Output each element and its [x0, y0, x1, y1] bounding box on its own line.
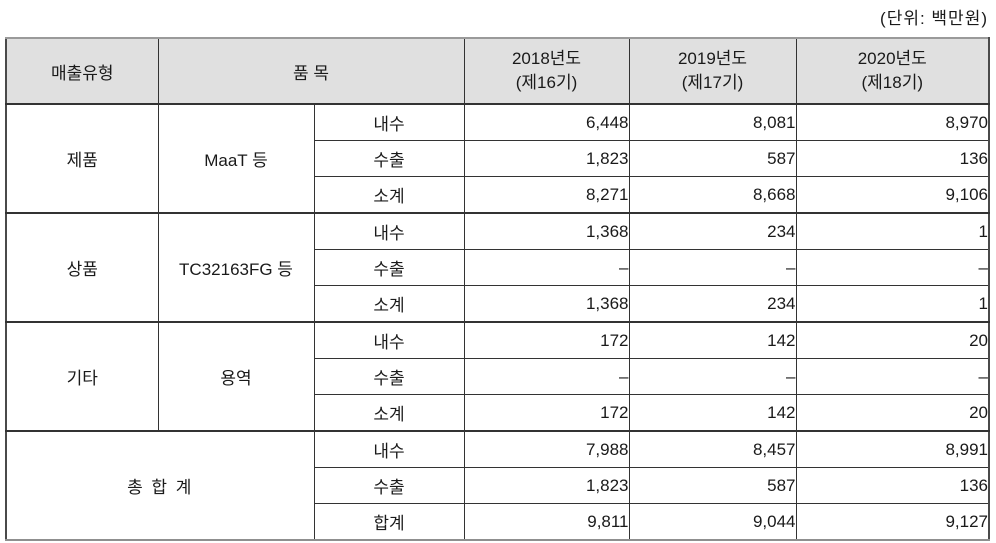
year-label: 2019년도	[677, 49, 748, 69]
table-row: 수출 1,823 587 136	[6, 140, 990, 177]
period-label: (제16기)	[515, 72, 578, 92]
value-2020: 9,127	[795, 503, 990, 541]
value-2019: 8,081	[628, 103, 797, 141]
value-2019: 142	[628, 321, 797, 359]
value-2020: –	[795, 358, 990, 395]
sales-table: 매출유형 품 목 2018년도 (제16기) 2019년도 (제17기)	[5, 37, 991, 541]
value-2019: 234	[628, 285, 797, 323]
value-2020: 9,106	[795, 176, 990, 214]
table-row: 합계 9,811 9,044 9,127	[6, 503, 990, 541]
value-2020: 136	[795, 467, 990, 504]
header-year-2020: 2020년도 (제18기)	[795, 37, 990, 105]
table-row: 총 합 계 내수 7,988 8,457 8,991	[5, 430, 990, 541]
unit-label: (단위: 백만원)	[880, 9, 988, 28]
header-year-2018: 2018년도 (제16기)	[463, 37, 630, 105]
year-head-2018: 2018년도 (제16기)	[465, 49, 628, 93]
table-row: 소계 1,368 234 1	[6, 285, 990, 323]
item-name-other: 용역	[157, 321, 315, 432]
table-header: 매출유형 품 목 2018년도 (제16기) 2019년도 (제17기)	[5, 37, 990, 105]
year-head-2020: 2020년도 (제18기)	[797, 49, 988, 93]
value-2020: 1	[795, 212, 990, 250]
period-label: (제18기)	[861, 72, 924, 92]
value-2020: 8,970	[795, 103, 990, 141]
row-label: 수출	[313, 140, 465, 177]
row-label: 수출	[313, 467, 465, 504]
value-2018: 6,448	[463, 103, 630, 141]
header-year-2019: 2019년도 (제17기)	[628, 37, 797, 105]
table-row: 수출 1,823 587 136	[6, 467, 990, 504]
row-label: 합계	[313, 503, 465, 541]
value-2020: 20	[795, 321, 990, 359]
value-2018: 8,271	[463, 176, 630, 214]
value-2019: 8,457	[628, 430, 797, 468]
row-label: 소계	[313, 176, 465, 214]
value-2018: –	[463, 358, 630, 395]
header-sales-type: 매출유형	[5, 37, 159, 105]
table-row: 상품 TC32163FG 등 내수 1,368 234 1	[5, 212, 990, 323]
table-row: 기타 용역 내수 172 142 20	[5, 321, 990, 432]
value-2020: 8,991	[795, 430, 990, 468]
row-label: 내수	[313, 103, 465, 141]
table-row: 수출 – – –	[6, 249, 990, 286]
value-2019: 587	[628, 467, 797, 504]
row-label: 수출	[313, 358, 465, 395]
row-label: 소계	[313, 394, 465, 432]
table-row: 제품 MaaT 등 내수 6,448 8,081 8,970	[5, 103, 990, 214]
value-2019: 142	[628, 394, 797, 432]
row-label: 수출	[313, 249, 465, 286]
value-2018: 1,823	[463, 467, 630, 504]
row-label: 소계	[313, 285, 465, 323]
value-2019: 8,668	[628, 176, 797, 214]
year-label: 2018년도	[511, 49, 582, 69]
value-2020: 1	[795, 285, 990, 323]
value-2018: 1,823	[463, 140, 630, 177]
sales-type-other: 기타	[5, 321, 159, 432]
year-head-2019: 2019년도 (제17기)	[630, 49, 795, 93]
sales-type-goods: 상품	[5, 212, 159, 323]
grand-total-label: 총 합 계	[5, 430, 315, 541]
table-row: 소계 172 142 20	[6, 394, 990, 432]
value-2018: 1,368	[463, 212, 630, 250]
value-2019: 587	[628, 140, 797, 177]
value-2020: 20	[795, 394, 990, 432]
row-label: 내수	[313, 430, 465, 468]
value-2018: 7,988	[463, 430, 630, 468]
sales-type-product: 제품	[5, 103, 159, 214]
value-2019: –	[628, 249, 797, 286]
year-label: 2020년도	[857, 49, 927, 69]
header-row: 매출유형 품 목 2018년도 (제16기) 2019년도 (제17기)	[5, 37, 990, 105]
value-2018: 9,811	[463, 503, 630, 541]
value-2018: 1,368	[463, 285, 630, 323]
table-row: 수출 – – –	[6, 358, 990, 395]
value-2019: –	[628, 358, 797, 395]
table-row: 소계 8,271 8,668 9,106	[6, 176, 990, 214]
row-label: 내수	[313, 321, 465, 359]
period-label: (제17기)	[681, 72, 744, 92]
item-name-product: MaaT 등	[157, 103, 315, 214]
item-name-goods: TC32163FG 등	[157, 212, 315, 323]
value-2020: –	[795, 249, 990, 286]
value-2018: 172	[463, 394, 630, 432]
table-body: 제품 MaaT 등 내수 6,448 8,081 8,970 수출 1,823 …	[5, 103, 990, 541]
value-2020: 136	[795, 140, 990, 177]
value-2018: 172	[463, 321, 630, 359]
header-item: 품 목	[157, 37, 465, 105]
value-2019: 234	[628, 212, 797, 250]
value-2019: 9,044	[628, 503, 797, 541]
row-label: 내수	[313, 212, 465, 250]
value-2018: –	[463, 249, 630, 286]
